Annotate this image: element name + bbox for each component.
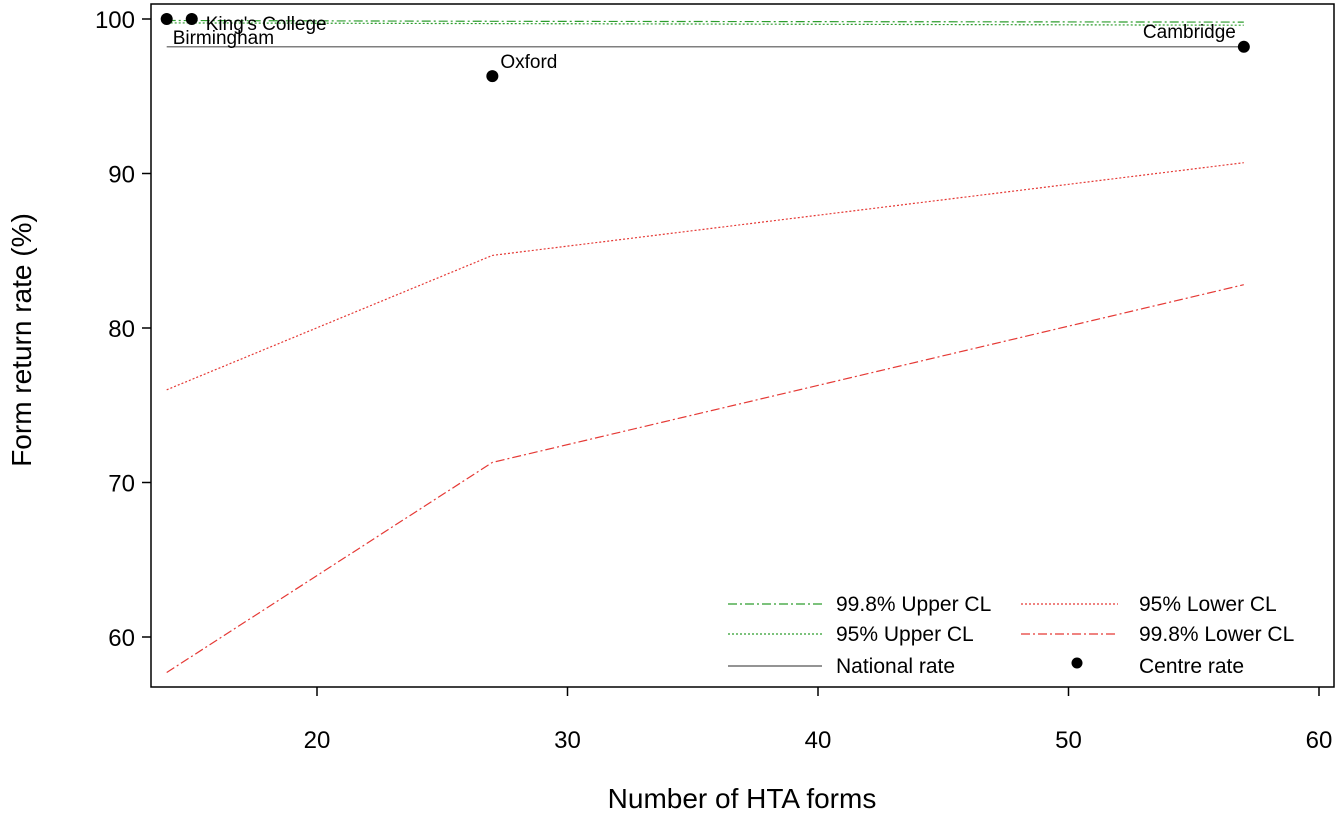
y-tick-label-100: 100 — [95, 7, 135, 34]
centre-label-king-s-college: King's College — [206, 14, 327, 35]
x-tick-label-30: 30 — [554, 727, 581, 754]
legend-label-95-lower-cl: 95% Lower CL — [1139, 593, 1277, 616]
x-tick-label-20: 20 — [304, 727, 331, 754]
legend-label-95-upper-cl: 95% Upper CL — [836, 623, 974, 646]
centre-label-cambridge: Cambridge — [1143, 22, 1236, 43]
legend-swatch-centre-rate — [1071, 657, 1083, 669]
x-axis-title: Number of HTA forms — [608, 783, 877, 814]
y-tick-label-70: 70 — [108, 471, 135, 498]
y-tick-label-80: 80 — [108, 316, 135, 343]
y-tick-label-60: 60 — [108, 625, 135, 652]
x-tick-label-50: 50 — [1055, 727, 1082, 754]
series-line-99-8-lower-cl — [166, 284, 1244, 674]
y-tick-label-90: 90 — [108, 162, 135, 189]
legend: 99.8% Upper CL 95% Lower CL 95% Upper CL 99… — [728, 593, 1294, 678]
series-line-99-8-upper-cl — [166, 19, 1244, 23]
x-axis: 20 30 40 50 60 — [304, 687, 1333, 754]
centre-point-king-s-college — [185, 13, 198, 25]
y-axis-title: Form return rate (%) — [6, 213, 37, 467]
plot-frame — [150, 3, 1335, 688]
x-tick-label-40: 40 — [805, 727, 832, 754]
centre-point-cambridge — [1237, 40, 1250, 53]
legend-label-99-8-lower-cl: 99.8% Lower CL — [1139, 623, 1294, 646]
centre-label-birmingham: Birmingham — [173, 28, 274, 49]
legend-label-centre-rate: Centre rate — [1139, 655, 1244, 678]
legend-label-99-8-upper-cl: 99.8% Upper CL — [836, 593, 991, 616]
y-axis: 60 70 80 90 100 — [95, 7, 151, 652]
series-line-95-lower-cl — [166, 162, 1244, 391]
centre-point-oxford — [486, 70, 499, 83]
centre-point-birmingham — [160, 13, 173, 25]
legend-label-national-rate: National rate — [836, 655, 955, 678]
x-tick-label-60: 60 — [1306, 727, 1333, 754]
series-lines — [166, 19, 1244, 674]
series-line-95-upper-cl — [166, 22, 1244, 26]
centre-label-oxford: Oxford — [500, 52, 557, 73]
